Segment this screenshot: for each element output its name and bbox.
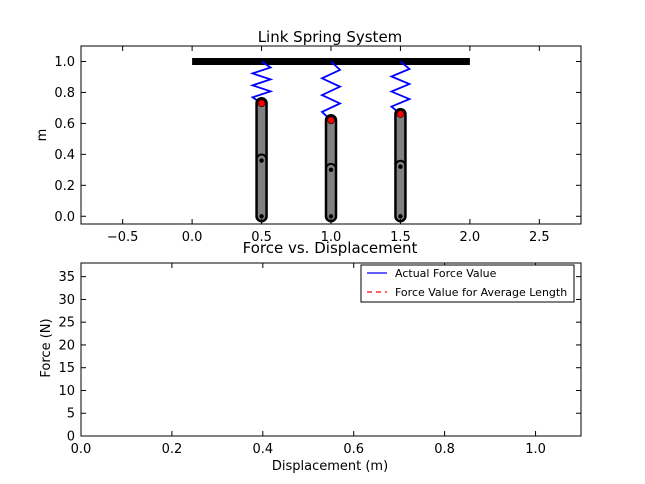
legend-label-actual: Actual Force Value (395, 267, 497, 280)
bottom-y-tick-label: 10 (58, 384, 75, 399)
top-x-tick-label: 0.0 (182, 230, 203, 245)
link-1-joint-1 (259, 214, 264, 219)
top-y-tick-label: 1.0 (54, 55, 75, 70)
top-plot-content (192, 57, 470, 223)
top-y-ticks: 0.0 0.2 0.4 0.6 0.8 1.0 (54, 55, 581, 225)
link-2-joint-1 (328, 214, 334, 219)
bottom-plot-frame (80, 262, 582, 437)
bottom-x-tick-label: 0.8 (434, 442, 455, 457)
bottom-x-axis-label: Displacement (m) (272, 459, 388, 474)
bottom-y-tick-label: 35 (58, 270, 75, 285)
spring-1 (249, 60, 274, 105)
link-1-mid-joint-arc (255, 153, 268, 160)
link-3-joint-1 (398, 214, 403, 219)
top-x-tick-label: 1.5 (390, 230, 411, 245)
mass-marker-1 (257, 99, 266, 108)
link-2-mid-joint-arc (325, 162, 337, 169)
bottom-x-tick-label: 1.0 (525, 442, 546, 457)
legend: Actual Force Value Force Value for Avera… (360, 264, 575, 303)
mass-marker-3 (396, 110, 405, 118)
top-y-tick-label: 0.8 (54, 86, 75, 101)
top-y-tick-label: 0.6 (54, 117, 75, 132)
top-x-tick-label: −0.5 (107, 230, 139, 245)
bottom-y-tick-label: 30 (58, 293, 75, 308)
link-2-joint-2 (328, 167, 334, 173)
bottom-x-tick-label: 0.2 (162, 442, 183, 457)
top-x-tick-label: 1.0 (321, 230, 342, 245)
bottom-x-tick-label: 0.4 (252, 442, 273, 457)
top-x-ticks: −0.5 0.0 0.5 1.0 1.5 2.0 2.5 (107, 46, 550, 245)
bottom-x-tick-label: 0.0 (71, 442, 92, 457)
bottom-y-axis-label: Force (N) (39, 318, 54, 377)
top-chart-title: Link Spring System (258, 28, 403, 46)
link-3-joint-2 (398, 164, 403, 169)
top-y-tick-label: 0.0 (54, 210, 75, 225)
spring-2 (319, 60, 343, 121)
bottom-x-ticks: 0.0 0.2 0.4 0.6 0.8 1.0 (71, 263, 546, 457)
bottom-chart-title: Force vs. Displacement (243, 239, 418, 257)
bottom-x-tick-label: 0.6 (343, 442, 364, 457)
link-spring-panel: Link Spring System −0.5 0.0 0.5 1.0 1.5 2.0 2.… (35, 28, 582, 245)
bottom-y-tick-label: 5 (67, 407, 75, 422)
force-displacement-panel: Force vs. Displacement 0.0 0.2 0.4 0.6 0.8 1.… (39, 239, 582, 474)
legend-box (360, 264, 575, 303)
bottom-y-tick-label: 15 (58, 361, 75, 376)
top-x-tick-label: 0.5 (251, 230, 272, 245)
top-y-tick-label: 0.2 (54, 179, 75, 194)
legend-label-average: Force Value for Average Length (395, 286, 567, 299)
bottom-y-tick-label: 25 (58, 316, 75, 331)
bottom-y-tick-label: 20 (58, 338, 75, 353)
top-y-axis-label: m (35, 129, 50, 142)
link-3-mid-joint-arc (394, 159, 407, 166)
mass-marker-2 (327, 116, 335, 125)
spring-3 (389, 60, 412, 115)
top-y-tick-label: 0.4 (54, 148, 75, 163)
bottom-y-tick-label: 0 (67, 430, 75, 445)
top-x-tick-label: 2.5 (529, 230, 550, 245)
link-1-joint-2 (259, 158, 264, 163)
bottom-y-ticks: 0 5 10 15 20 25 30 35 (58, 270, 581, 445)
top-x-tick-label: 2.0 (460, 230, 481, 245)
